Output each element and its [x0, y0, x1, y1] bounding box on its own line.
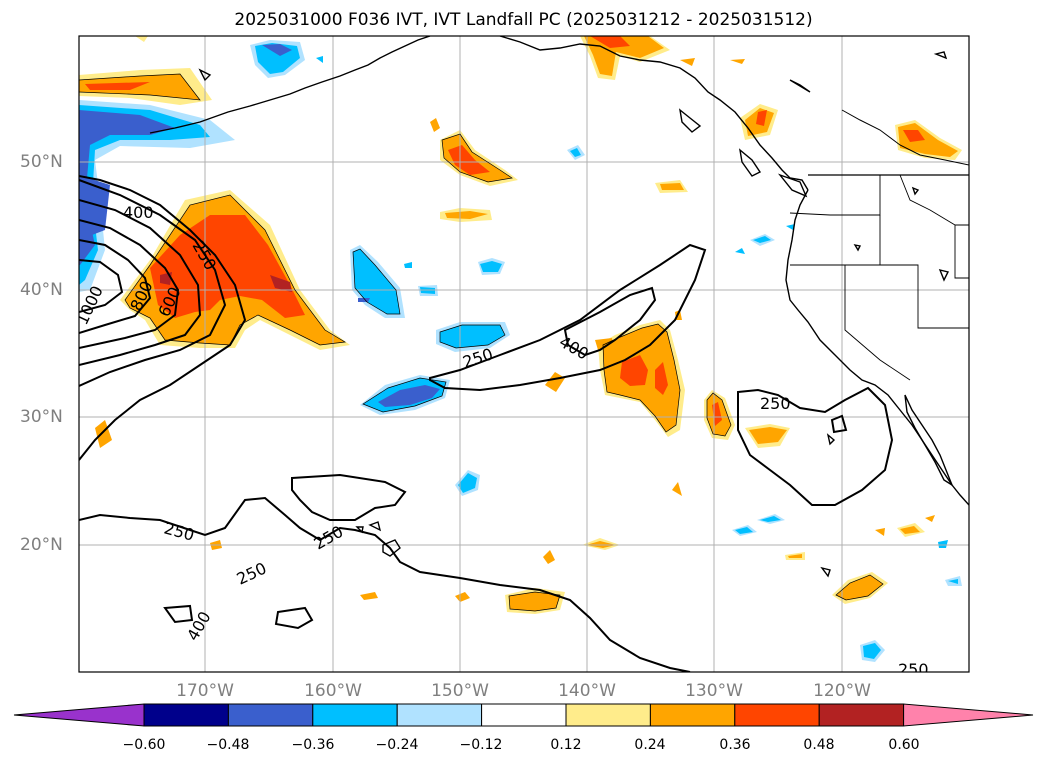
- colorbar-tick-label: −0.60: [122, 737, 166, 753]
- colorbar-segment: [649, 703, 736, 727]
- colorbar-tick-label: −0.36: [291, 737, 335, 753]
- colorbar-segment: [565, 703, 651, 727]
- colorbar-extend-low: [13, 703, 145, 727]
- lon-label: 140°W: [558, 681, 616, 701]
- ivt-contours: [79, 175, 894, 672]
- colorbar-segment: [143, 703, 229, 727]
- colorbar-tick-label: 0.60: [888, 737, 920, 753]
- colorbar-segment: [227, 703, 314, 727]
- colorbar-tick-label: 0.24: [634, 737, 666, 753]
- contour-label: 250: [898, 660, 929, 679]
- lat-label: 50°N: [20, 152, 63, 172]
- colorbar-tick-label: 0.48: [803, 737, 835, 753]
- colorbar-segment: [396, 703, 483, 727]
- lon-label: 120°W: [813, 681, 871, 701]
- colorbar-segment: [818, 703, 905, 727]
- lat-label: 20°N: [20, 535, 63, 555]
- contour-label: 250: [760, 394, 791, 413]
- map-frame: [78, 35, 970, 673]
- colorbar-segment: [312, 703, 398, 727]
- lon-label: 170°W: [176, 681, 234, 701]
- contour-label: 400: [123, 203, 154, 222]
- lat-label: 30°N: [20, 407, 63, 427]
- map-title: 2025031000 F036 IVT, IVT Landfall PC (20…: [234, 10, 813, 30]
- colorbar-segment: [481, 703, 567, 727]
- colorbar-extend-high: [903, 703, 1034, 727]
- coastlines: [149, 36, 969, 578]
- colorbar-tick-label: 0.12: [550, 737, 582, 753]
- lon-label: 150°W: [431, 681, 489, 701]
- ivt-shading: [79, 36, 962, 662]
- shading-outlines: [79, 73, 884, 612]
- lat-label: 40°N: [20, 280, 63, 300]
- lon-label: 160°W: [304, 681, 362, 701]
- colorbar-segment: [734, 703, 820, 727]
- colorbar-tick-label: 0.36: [719, 737, 751, 753]
- colorbar: [13, 703, 1034, 727]
- colorbar-tick-label: −0.48: [206, 737, 250, 753]
- colorbar-tick-label: −0.12: [459, 737, 503, 753]
- colorbar-tick-label: −0.24: [375, 737, 419, 753]
- lon-label: 130°W: [685, 681, 743, 701]
